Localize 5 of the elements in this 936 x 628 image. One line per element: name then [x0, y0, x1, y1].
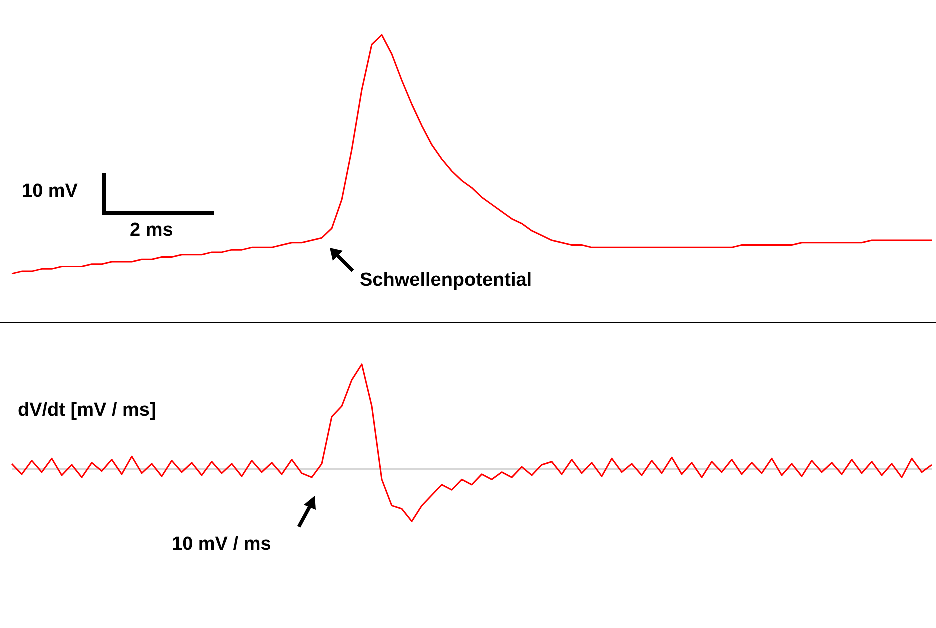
text: 10 mV / ms — [172, 534, 272, 556]
annotation: 10 mV — [22, 181, 78, 203]
annotation: 2 ms — [130, 220, 174, 242]
annotation: Schwellenpotential — [360, 270, 532, 292]
annotation: dV/dt [mV / ms] — [18, 400, 156, 422]
